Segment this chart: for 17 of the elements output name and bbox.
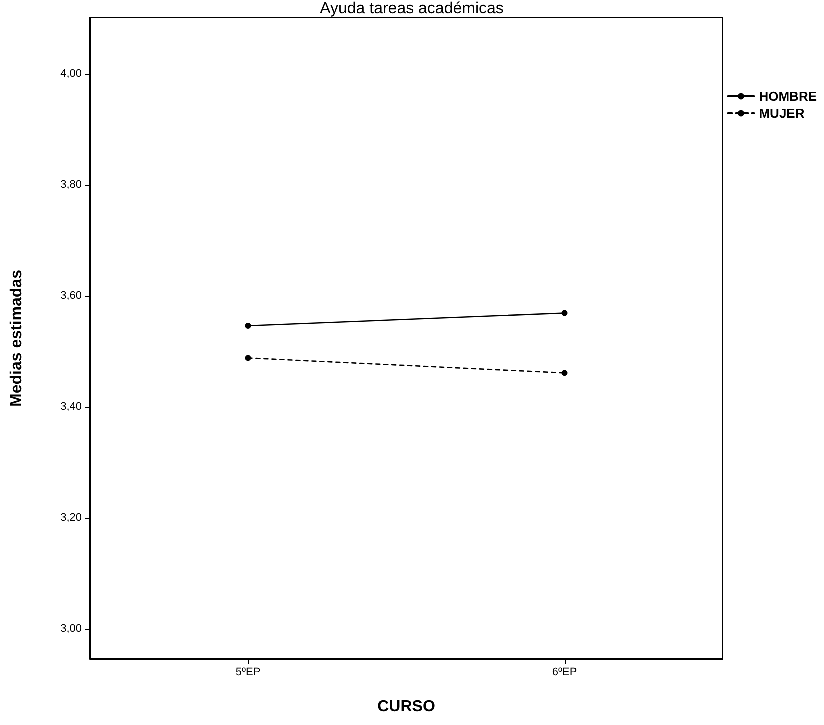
y-tick-label: 3,00 [60,623,82,636]
y-tick-label: 3,20 [60,512,82,524]
point [562,370,568,376]
chart-title: Ayuda tareas académicas [320,0,504,18]
y-tick-label: 3,40 [60,401,82,414]
point [245,323,252,330]
point [245,355,252,362]
y-tick-label: 4,00 [60,68,82,80]
x-tick-label: 5ºEP [236,666,261,678]
x-tick-label: 6ºEP [552,666,578,678]
y-axis-title: Medias estimadas [8,270,26,407]
legend-label: HOMBRE [759,89,818,104]
x-axis-title: CURSO [378,698,436,716]
y-tick-label: 3,80 [60,179,82,192]
legend-label: MUJER [759,106,806,121]
point [562,310,568,316]
y-tick-label: 3,60 [60,290,82,302]
